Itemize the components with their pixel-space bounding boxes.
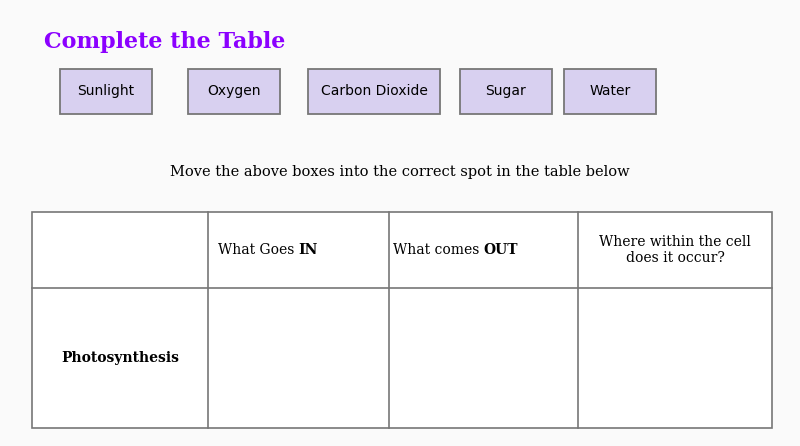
Text: Oxygen: Oxygen [207, 84, 261, 99]
Text: Carbon Dioxide: Carbon Dioxide [321, 84, 427, 99]
Text: Complete the Table: Complete the Table [44, 31, 286, 53]
FancyBboxPatch shape [460, 69, 552, 114]
Text: OUT: OUT [483, 243, 518, 257]
Text: Sugar: Sugar [486, 84, 526, 99]
Text: What comes: What comes [393, 243, 483, 257]
Text: What Goes: What Goes [218, 243, 298, 257]
FancyBboxPatch shape [188, 69, 280, 114]
FancyBboxPatch shape [564, 69, 656, 114]
FancyBboxPatch shape [308, 69, 440, 114]
Text: IN: IN [298, 243, 318, 257]
Bar [32, 212, 772, 428]
Text: Photosynthesis: Photosynthesis [61, 351, 179, 365]
Text: Water: Water [590, 84, 630, 99]
Text: Where within the cell
does it occur?: Where within the cell does it occur? [599, 235, 751, 265]
Text: Sunlight: Sunlight [78, 84, 134, 99]
FancyBboxPatch shape [60, 69, 152, 114]
Text: Move the above boxes into the correct spot in the table below: Move the above boxes into the correct sp… [170, 165, 630, 179]
